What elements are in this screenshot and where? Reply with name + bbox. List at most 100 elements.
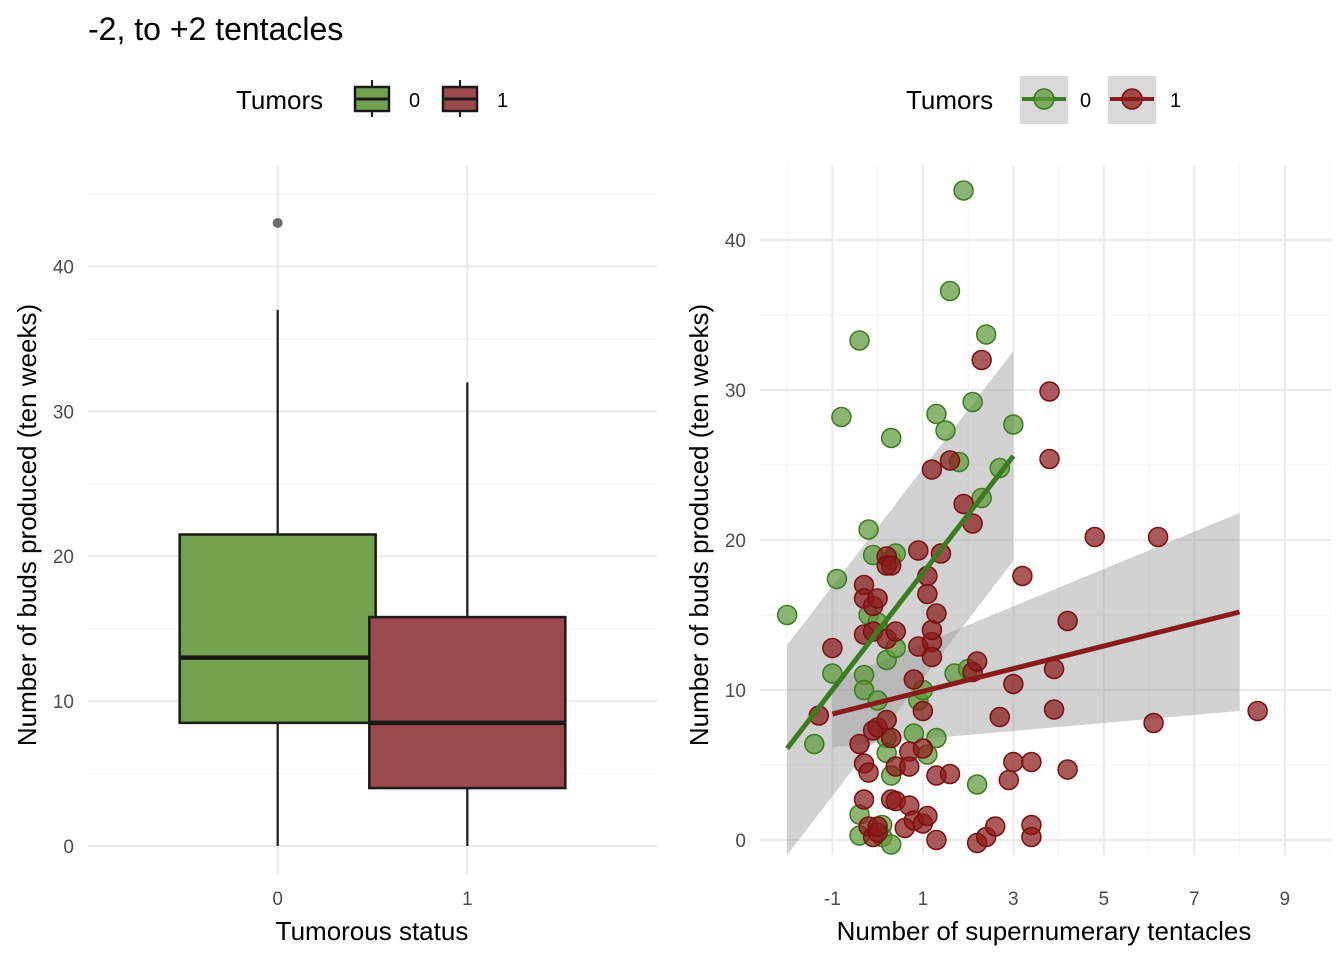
right-x-tick-label: 7: [1189, 889, 1200, 910]
right-legend-label-0: 0: [1080, 90, 1091, 112]
left-boxes: [178, 217, 567, 847]
point-tumor-1: [1039, 448, 1060, 470]
right-grid: [760, 165, 1331, 855]
right-x-axis-title: Number of supernumerary tentacles: [837, 916, 1252, 946]
point-tumor-1: [1247, 700, 1268, 722]
point-tumor-1: [971, 349, 992, 371]
left-x-tick-label: 1: [462, 889, 473, 910]
point-tumor-1: [1003, 751, 1024, 773]
point-tumor-0: [880, 834, 902, 855]
right-y-tick-label: 0: [735, 831, 746, 852]
point-tumor-1: [853, 789, 875, 810]
point-tumor-1: [912, 700, 934, 722]
right-y-tick-labels: 0 10 20 30 40: [725, 231, 746, 852]
point-tumor-1: [917, 583, 938, 605]
right-legend-title: Tumors: [906, 85, 993, 115]
point-tumor-1: [822, 637, 843, 659]
point-tumor-1: [1057, 610, 1078, 632]
point-tumor-1: [1143, 712, 1164, 734]
point-tumor-1: [876, 709, 897, 731]
point-tumor-1: [885, 621, 906, 642]
point-tumor-1: [926, 829, 947, 851]
point-tumor-1: [921, 646, 943, 668]
point-tumor-0: [926, 403, 947, 425]
point-tumor-1: [939, 450, 961, 471]
left-x-tick-label: 0: [272, 889, 283, 910]
point-tumor-0: [849, 330, 870, 351]
left-legend-key-0: [353, 80, 391, 117]
right-x-tick-label: 3: [1008, 889, 1019, 910]
point-tumor-0: [831, 406, 852, 428]
right-y-tick-label: 30: [725, 381, 746, 402]
point-tumor-0: [1003, 414, 1024, 435]
right-x-tick-label: 9: [1279, 889, 1290, 910]
left-legend-title: Tumors: [236, 85, 323, 115]
left-y-tick-label: 0: [63, 837, 74, 858]
left-y-tick-label: 30: [53, 402, 74, 423]
point-tumor-1: [1012, 565, 1033, 587]
point-tumor-1: [858, 762, 879, 783]
right-y-tick-label: 40: [725, 231, 746, 252]
point-tumor-1: [1084, 526, 1106, 548]
point-tumor-1: [917, 805, 938, 827]
point-tumor-1: [908, 540, 929, 561]
left-y-tick-labels: 0 10 20 30 40: [53, 257, 74, 858]
left-x-axis-title: Tumorous status: [276, 916, 469, 946]
point-tumor-0: [826, 568, 848, 590]
point-tumor-0: [776, 604, 798, 626]
left-y-tick-label: 40: [53, 257, 74, 278]
point-tumor-1: [1039, 381, 1060, 402]
point-tumor-0: [939, 280, 961, 302]
point-tumor-0: [822, 663, 843, 684]
point-tumor-1: [903, 669, 925, 690]
point-tumor-0: [880, 427, 902, 449]
point-tumor-1: [867, 588, 888, 609]
point-tumor-0: [858, 519, 879, 540]
point-tumor-1: [1043, 699, 1065, 720]
point-tumor-0: [853, 679, 875, 701]
point-tumor-1: [849, 733, 870, 755]
left-y-tick-label: 20: [53, 547, 74, 568]
point-tumor-0: [962, 391, 983, 413]
point-tumor-1: [880, 555, 902, 576]
outlier-point: [272, 217, 283, 228]
scatter-points: [776, 180, 1268, 855]
point-tumor-1: [1147, 526, 1169, 548]
point-tumor-1: [939, 763, 961, 785]
box-body: [178, 533, 377, 725]
box-0: [178, 217, 377, 847]
point-tumor-0: [804, 733, 825, 755]
right-x-tick-labels: -1 1 3 5 7 9: [824, 889, 1290, 910]
right-y-tick-label: 20: [725, 531, 746, 552]
point-tumor-0: [966, 774, 988, 795]
point-tumor-1: [867, 816, 888, 837]
trend-line-0: [785, 454, 1016, 751]
left-y-tick-label: 10: [53, 692, 74, 713]
point-tumor-1: [880, 727, 902, 749]
right-y-tick-label: 10: [725, 681, 746, 702]
scatter-panel: 0 10 20 30 40 -1 1 3 5 7 9 Number of supernumerar…: [684, 165, 1331, 946]
point-tumor-0: [935, 420, 956, 441]
left-legend: Tumors 0 1: [236, 80, 508, 117]
point-tumor-0: [926, 727, 947, 749]
right-legend-key-0: [1020, 76, 1068, 124]
right-x-tick-label: 5: [1099, 889, 1110, 910]
point-tumor-1: [1057, 759, 1078, 780]
point-tumor-1: [1003, 673, 1024, 695]
box-1: [368, 382, 567, 847]
point-tumor-1: [989, 706, 1011, 728]
trend-line-1: [831, 609, 1241, 717]
point-tumor-0: [953, 180, 974, 201]
point-tumor-1: [899, 756, 920, 777]
right-x-tick-label: -1: [824, 889, 841, 910]
point-tumor-1: [912, 738, 934, 759]
right-x-tick-label: 1: [918, 889, 929, 910]
point-tumor-1: [921, 459, 943, 480]
point-tumor-1: [998, 769, 1020, 791]
point-tumor-1: [926, 603, 947, 624]
left-legend-label-1: 1: [497, 90, 508, 112]
left-legend-label-0: 0: [409, 90, 420, 112]
right-legend-label-1: 1: [1170, 90, 1181, 112]
